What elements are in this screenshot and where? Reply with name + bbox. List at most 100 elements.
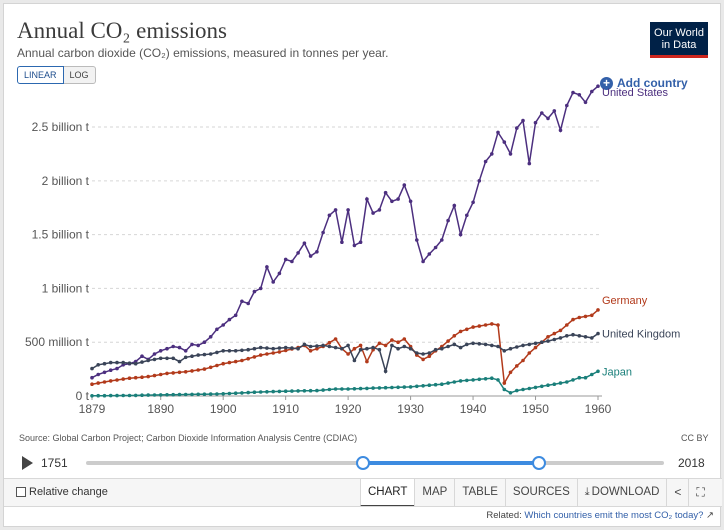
tab-map[interactable]: MAP xyxy=(414,479,454,507)
data-point xyxy=(190,342,194,347)
data-point xyxy=(133,393,138,398)
y-tick-label: 1.5 billion t xyxy=(32,228,90,242)
data-point xyxy=(483,342,488,347)
data-point xyxy=(490,343,494,348)
chart-subtitle: Annual carbon dioxide (CO₂) emissions, m… xyxy=(17,46,389,60)
data-point xyxy=(108,393,113,398)
data-point xyxy=(258,286,263,291)
data-point xyxy=(565,103,569,108)
fullscreen-button[interactable]: ⛶ xyxy=(688,479,711,507)
data-point xyxy=(321,388,325,392)
data-point xyxy=(365,359,369,364)
data-point xyxy=(340,240,344,244)
data-point xyxy=(140,360,144,364)
data-point xyxy=(383,190,388,195)
data-point xyxy=(171,371,175,375)
owid-logo[interactable]: Our World in Data xyxy=(650,22,708,58)
data-point xyxy=(165,371,169,376)
data-point xyxy=(377,386,382,390)
data-point xyxy=(490,376,494,381)
data-point xyxy=(371,345,375,350)
relative-change-toggle[interactable]: Relative change xyxy=(16,486,108,498)
data-point xyxy=(115,378,119,382)
data-point xyxy=(121,377,125,381)
data-point xyxy=(233,313,238,318)
linear-scale-button[interactable]: LINEAR xyxy=(17,66,64,84)
data-point xyxy=(96,393,100,398)
data-point xyxy=(140,354,144,359)
chart-title: Annual CO₂ emissions xyxy=(17,18,227,43)
data-point xyxy=(127,376,132,381)
data-point xyxy=(352,243,357,248)
data-point xyxy=(527,161,532,166)
data-point xyxy=(371,386,375,390)
data-point xyxy=(146,393,150,397)
add-country-button[interactable]: + Add country xyxy=(600,76,688,90)
data-point xyxy=(471,341,475,346)
share-button[interactable]: < xyxy=(666,479,688,507)
series-label: Germany xyxy=(602,295,648,307)
x-tick-label: 1950 xyxy=(522,402,549,416)
data-point xyxy=(140,375,144,380)
plus-icon: + xyxy=(600,76,613,90)
data-point xyxy=(508,391,513,395)
data-point xyxy=(290,389,294,393)
log-scale-button[interactable]: LOG xyxy=(63,66,96,84)
data-point xyxy=(208,352,213,356)
data-point xyxy=(308,344,313,349)
timeline-start-handle[interactable] xyxy=(356,456,370,470)
data-point xyxy=(308,254,313,258)
data-point xyxy=(96,363,100,367)
data-point xyxy=(590,89,594,94)
data-point xyxy=(458,232,463,237)
tab-chart[interactable]: CHART xyxy=(360,479,415,507)
data-point xyxy=(133,375,138,380)
data-point xyxy=(90,394,94,398)
data-point xyxy=(315,344,319,348)
data-point xyxy=(271,389,276,394)
data-point xyxy=(246,301,250,306)
data-point xyxy=(283,348,288,353)
data-point xyxy=(233,359,238,364)
data-point xyxy=(96,372,100,377)
tab-sources[interactable]: SOURCES xyxy=(504,479,577,507)
data-point xyxy=(496,130,500,135)
data-point xyxy=(121,393,125,398)
data-point xyxy=(571,317,575,322)
data-point xyxy=(108,360,113,365)
data-point xyxy=(102,361,107,366)
data-point xyxy=(346,387,350,391)
tab-download[interactable]: ⤓ DOWNLOAD xyxy=(576,479,667,507)
data-point xyxy=(408,346,413,351)
license-link[interactable]: CC BY xyxy=(681,433,709,443)
data-point xyxy=(415,351,419,355)
timeline-track[interactable] xyxy=(86,456,664,470)
play-icon[interactable] xyxy=(22,456,33,470)
data-point xyxy=(102,370,107,375)
data-point xyxy=(583,335,588,339)
data-point xyxy=(446,344,450,349)
tab-table[interactable]: TABLE xyxy=(454,479,505,507)
data-point xyxy=(215,350,219,355)
data-point xyxy=(408,199,413,204)
data-point xyxy=(483,159,488,164)
data-point xyxy=(240,358,244,363)
data-point xyxy=(502,349,507,353)
data-point xyxy=(271,351,276,355)
data-point xyxy=(446,381,450,385)
data-point xyxy=(540,384,544,389)
data-point xyxy=(565,323,569,327)
x-tick-label: 1900 xyxy=(210,402,237,416)
timeline-end-handle[interactable] xyxy=(532,456,546,470)
data-point xyxy=(327,344,332,349)
data-point xyxy=(521,343,525,348)
relative-change-checkbox[interactable] xyxy=(16,487,26,497)
data-point xyxy=(221,361,225,366)
data-point xyxy=(346,208,350,212)
data-point xyxy=(165,346,169,351)
related-link[interactable]: Which countries emit the most CO₂ today? xyxy=(524,510,704,521)
x-tick-label: 1910 xyxy=(272,402,299,416)
data-point xyxy=(227,360,232,365)
data-point xyxy=(90,366,94,371)
data-point xyxy=(421,259,425,264)
